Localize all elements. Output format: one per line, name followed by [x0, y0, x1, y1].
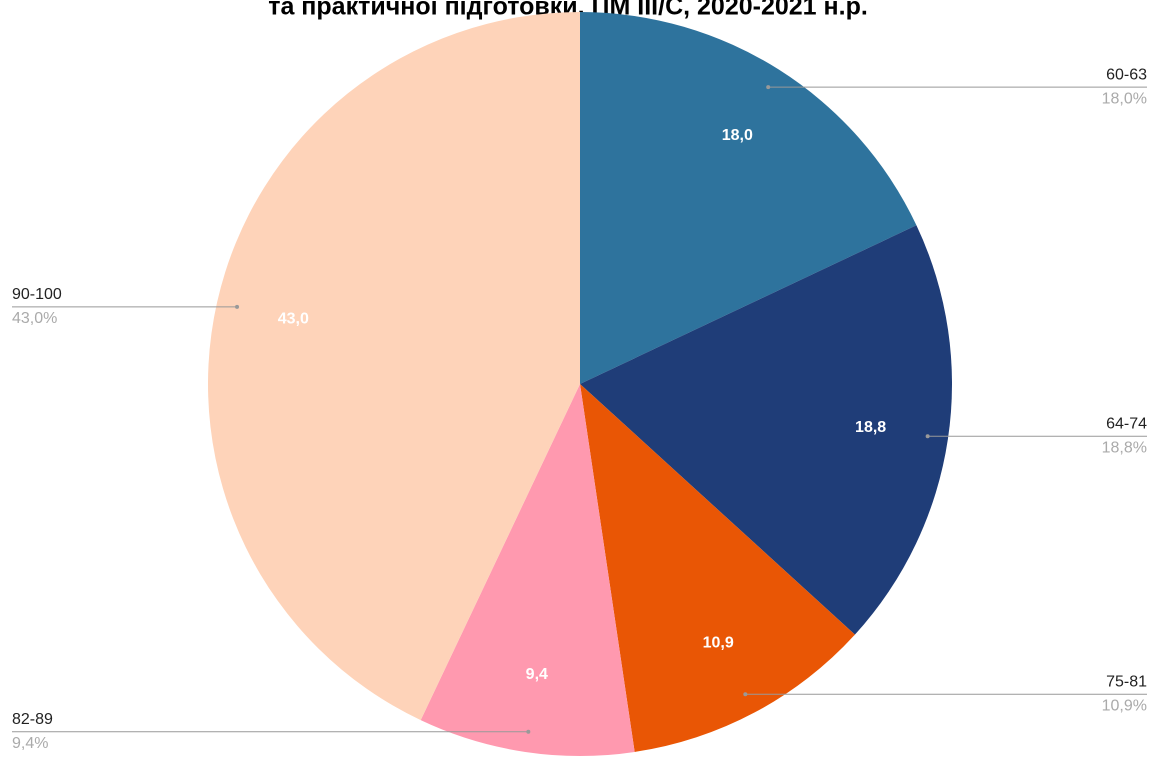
legend-percent: 18,0% — [1102, 90, 1147, 107]
slice-label: 10,9 — [703, 635, 734, 652]
legend-label: 60-63 — [1106, 66, 1147, 83]
legend-label: 75-81 — [1106, 673, 1147, 690]
legend-percent: 43,0% — [12, 310, 57, 327]
leader-dot — [235, 304, 240, 309]
leader-dot — [925, 434, 930, 439]
pie-slice — [580, 12, 917, 384]
leader-dot — [526, 729, 531, 734]
chart-title: та практичної підготовки, ПМ ІІІ/С, 2020… — [268, 0, 868, 21]
slice-label: 9,4 — [526, 666, 548, 683]
slice-label: 43,0 — [278, 311, 309, 328]
pie-slice — [580, 384, 855, 752]
legend-percent: 10,9% — [1102, 697, 1147, 714]
pie-slice — [208, 12, 581, 721]
leader-dot — [743, 692, 748, 697]
legend-percent: 9,4% — [12, 735, 48, 752]
slice-label: 18,0 — [722, 127, 753, 144]
legend-label: 82-89 — [12, 711, 53, 728]
legend-percent: 18,8% — [1102, 439, 1147, 456]
pie-slice — [580, 225, 952, 635]
leader-dot — [766, 85, 771, 90]
slice-label: 18,8 — [855, 419, 886, 436]
pie-slice — [420, 384, 635, 756]
legend-label: 90-100 — [12, 286, 62, 303]
legend-label: 64-74 — [1106, 415, 1147, 432]
